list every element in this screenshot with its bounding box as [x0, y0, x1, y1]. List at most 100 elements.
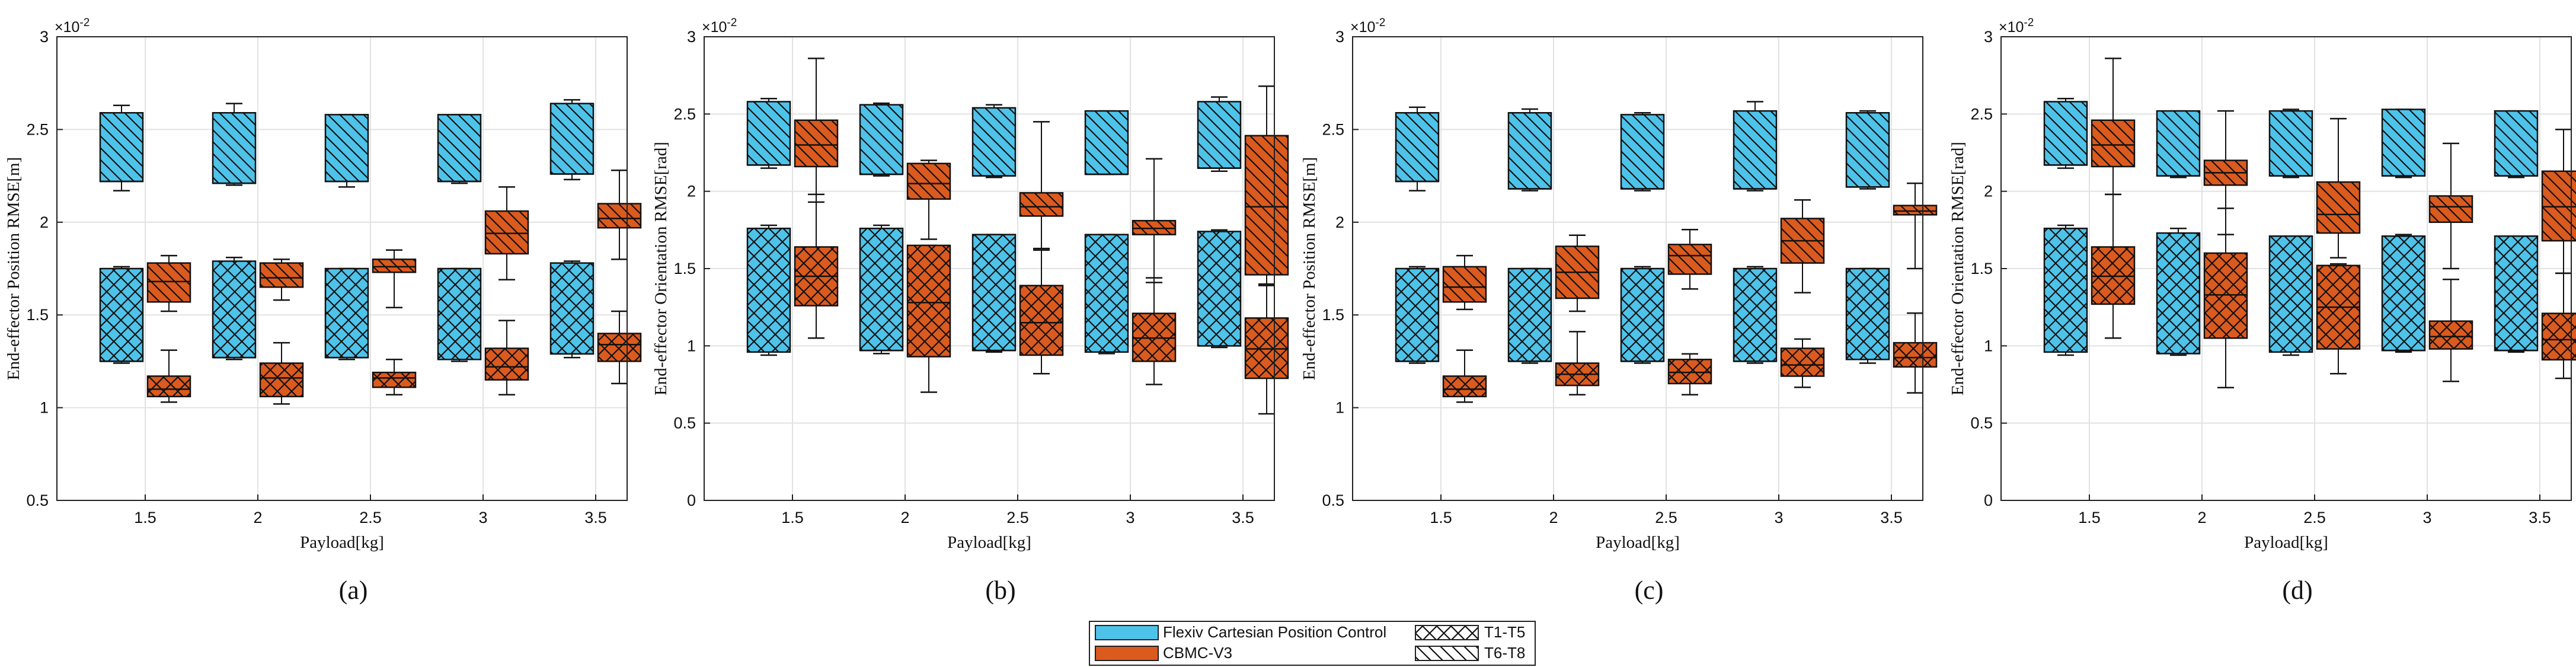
y-exponent-label: ×10-2 — [1350, 17, 1385, 36]
x-tick-label: 1.5 — [2078, 509, 2101, 526]
y-tick-label: 0 — [1984, 492, 1993, 509]
legend-label-t6-t8: T6-T8 — [1484, 644, 1525, 662]
box-cbmc-t1-t5-2 — [906, 244, 951, 393]
box-cbmc-t6-t8-3.5 — [597, 169, 642, 260]
box-cbmc-t6-t8-2.5 — [372, 249, 417, 308]
box-cbmc-t6-t8-2 — [2203, 110, 2248, 235]
y-tick-label: 2.5 — [26, 120, 49, 138]
box-hatch — [2044, 101, 2087, 165]
box-cbmc-t1-t5-2.5 — [2316, 263, 2361, 375]
box-hatch — [2157, 111, 2200, 176]
box-hatch — [100, 269, 143, 362]
box-flexiv-t6-t8-3.5 — [2494, 110, 2539, 178]
box-flexiv-t6-t8-2.5 — [324, 114, 369, 188]
chart-panel-1: 0.5 1 1.5 2 2.5 3 1.5 2 2.5 3 3.5 ×10-2 Payload[kg] E… — [4, 17, 642, 605]
box-flexiv-t6-t8-3.5 — [549, 99, 595, 181]
box-cbmc-t1-t5-3.5 — [1893, 312, 1938, 394]
box-flexiv-t1-t5-2 — [1507, 267, 1552, 364]
box-hatch — [747, 228, 790, 352]
box-cbmc-t1-t5-1.5 — [2091, 193, 2136, 339]
box-hatch — [2495, 236, 2537, 351]
y-tick-label: 1.5 — [1970, 260, 1993, 277]
box-flexiv-t1-t5-1.5 — [99, 266, 144, 364]
x-tick-label: 3.5 — [2529, 509, 2551, 526]
box-flexiv-t6-t8-1.5 — [1395, 106, 1440, 192]
legend-swatch-cbmc — [1095, 646, 1159, 661]
box-flexiv-t1-t5-2.5 — [324, 267, 369, 360]
box-flexiv-t6-t8-2 — [859, 102, 904, 177]
box-hatch — [973, 107, 1015, 176]
y-exponent-label: ×10-2 — [702, 17, 737, 36]
box-hatch — [373, 259, 416, 273]
box-hatch — [325, 269, 368, 358]
box-cbmc-t6-t8-1.5 — [2091, 58, 2136, 196]
box-hatch — [1198, 231, 1241, 346]
y-tick-label: 1.5 — [1322, 306, 1344, 324]
box-hatch — [551, 103, 593, 174]
y-tick-label: 0 — [687, 492, 696, 509]
x-tick-label: 1.5 — [781, 509, 804, 526]
box-hatch — [1020, 285, 1063, 355]
box-hatch — [260, 263, 303, 288]
x-tick-label: 3 — [1126, 509, 1134, 526]
box-flexiv-t6-t8-2 — [2156, 110, 2201, 178]
panel-caption: (b) — [985, 576, 1015, 605]
y-tick-label: 1.5 — [673, 260, 696, 277]
x-tick-label: 2.5 — [1006, 509, 1029, 526]
y-tick-label: 2 — [1335, 213, 1344, 231]
box-hatch — [973, 234, 1015, 351]
box-hatch — [325, 114, 368, 181]
panel-caption: (c) — [1635, 576, 1664, 605]
box-hatch — [1133, 221, 1175, 235]
box-flexiv-t1-t5-3.5 — [2494, 235, 2539, 353]
box-flexiv-t1-t5-3.5 — [1845, 267, 1890, 364]
x-tick-label: 1.5 — [1430, 509, 1452, 526]
box-cbmc-t6-t8-1.5 — [794, 58, 839, 203]
box-flexiv-t1-t5-3.5 — [549, 260, 595, 359]
box-cbmc-t6-t8-3.5 — [1893, 182, 1938, 270]
box-hatch — [2382, 236, 2425, 351]
box-hatch — [2092, 247, 2134, 304]
box-hatch — [2382, 109, 2425, 176]
y-axis-label: End-effector Orientation RMSE[rad] — [1948, 142, 1967, 395]
x-tick-label: 3.5 — [584, 509, 607, 526]
box-cbmc-t6-t8-2.5 — [1667, 229, 1712, 290]
x-tick-label: 2 — [253, 509, 262, 526]
box-hatch — [747, 101, 790, 165]
y-tick-label: 1.5 — [26, 306, 49, 324]
box-flexiv-t6-t8-2.5 — [2268, 108, 2313, 178]
box-flexiv-t1-t5-1.5 — [2043, 224, 2088, 356]
legend-label-cbmc: CBMC-V3 — [1163, 644, 1232, 662]
box-hatch — [213, 261, 255, 358]
x-tick-label: 3 — [1774, 509, 1783, 526]
box-hatch — [1443, 266, 1486, 302]
box-hatch — [795, 120, 838, 167]
box-cbmc-t6-t8-2.5 — [2316, 117, 2361, 259]
x-tick-label: 2.5 — [1655, 509, 1677, 526]
box-hatch — [860, 228, 903, 351]
box-hatch — [1443, 376, 1486, 397]
box-flexiv-t1-t5-2 — [212, 256, 257, 360]
box-hatch — [1781, 348, 1824, 376]
box-cbmc-t1-t5-2.5 — [1667, 353, 1712, 395]
legend-swatch-flexiv — [1095, 625, 1159, 640]
box-flexiv-t6-t8-3 — [1733, 101, 1778, 192]
box-cbmc-t6-t8-2 — [259, 258, 304, 301]
box-hatch — [598, 203, 641, 228]
box-hatch — [373, 372, 416, 388]
box-cbmc-t1-t5-3 — [1780, 338, 1825, 388]
panel-caption: (d) — [2282, 576, 2312, 605]
box-hatch — [1085, 234, 1128, 352]
box-hatch — [1734, 111, 1776, 189]
y-tick-label: 0.5 — [673, 414, 696, 432]
box-cbmc-t6-t8-3 — [1780, 199, 1825, 293]
y-tick-label: 3 — [40, 28, 49, 46]
box-hatch — [2430, 321, 2472, 349]
box-hatch — [1621, 114, 1664, 189]
y-tick-label: 0.5 — [1970, 414, 1993, 432]
y-axis-label: End-effector Orientation RMSE[rad] — [651, 142, 670, 395]
box-hatch — [260, 363, 303, 397]
box-hatch — [1508, 113, 1551, 189]
box-hatch — [1396, 113, 1439, 181]
box-hatch — [551, 263, 593, 354]
